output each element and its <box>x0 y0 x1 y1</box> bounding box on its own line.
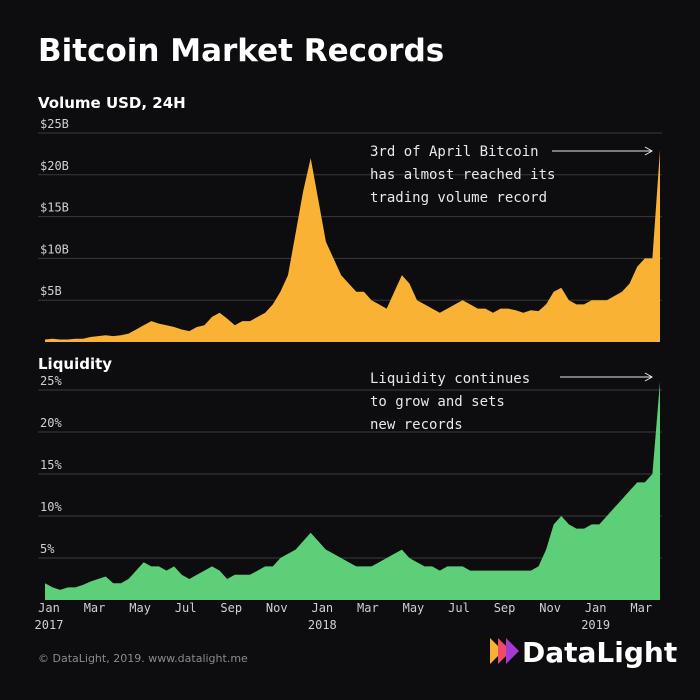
chart-title: Liquidity <box>38 355 112 373</box>
logo-mark <box>506 638 519 664</box>
x-tick-label: Mar <box>84 601 106 615</box>
x-tick-label: Jan 2018 <box>308 601 337 632</box>
y-tick-label: $15B <box>40 201 69 215</box>
x-tick-label: Mar <box>357 601 379 615</box>
y-tick-label: $10B <box>40 242 69 256</box>
annotation: Liquidity continues <box>370 371 530 387</box>
annotation: trading volume record <box>370 190 547 206</box>
y-tick-label: 25% <box>40 374 62 388</box>
y-tick-label: $25B <box>40 117 69 131</box>
x-tick-label: Mar <box>630 601 652 615</box>
y-tick-label: $20B <box>40 159 69 173</box>
area <box>45 381 660 600</box>
y-tick-label: $5B <box>40 284 62 298</box>
chart-title: Volume USD, 24H <box>38 94 186 112</box>
y-tick-label: 15% <box>40 458 62 472</box>
annotation: new records <box>370 417 463 433</box>
page-title: Bitcoin Market Records <box>38 33 444 69</box>
x-tick-label: Nov <box>266 601 288 615</box>
annotation-arrowhead <box>644 372 654 382</box>
x-tick-label: May <box>129 601 151 615</box>
y-tick-label: 10% <box>40 500 62 514</box>
annotation: 3rd of April Bitcoin <box>370 144 539 160</box>
x-tick-label: Jan 2017 <box>35 601 64 632</box>
logo-mark <box>498 638 511 664</box>
y-tick-label: 20% <box>40 416 62 430</box>
x-tick-label: Sep <box>494 601 516 615</box>
annotation: has almost reached its <box>370 167 555 183</box>
brand: DataLight <box>522 636 677 669</box>
logo-mark <box>490 638 503 664</box>
x-tick-label: Nov <box>539 601 561 615</box>
area <box>45 149 660 342</box>
x-tick-label: Sep <box>220 601 242 615</box>
annotation-arrowhead <box>644 146 654 156</box>
annotation: to grow and sets <box>370 394 505 410</box>
x-tick-label: May <box>403 601 425 615</box>
x-tick-label: Jan 2019 <box>581 601 610 632</box>
logo: DataLight <box>490 636 677 669</box>
footer: © DataLight, 2019. www.datalight.me <box>38 652 248 665</box>
x-tick-label: Jul <box>448 601 470 615</box>
x-tick-label: Jul <box>175 601 197 615</box>
y-tick-label: 5% <box>40 542 55 556</box>
